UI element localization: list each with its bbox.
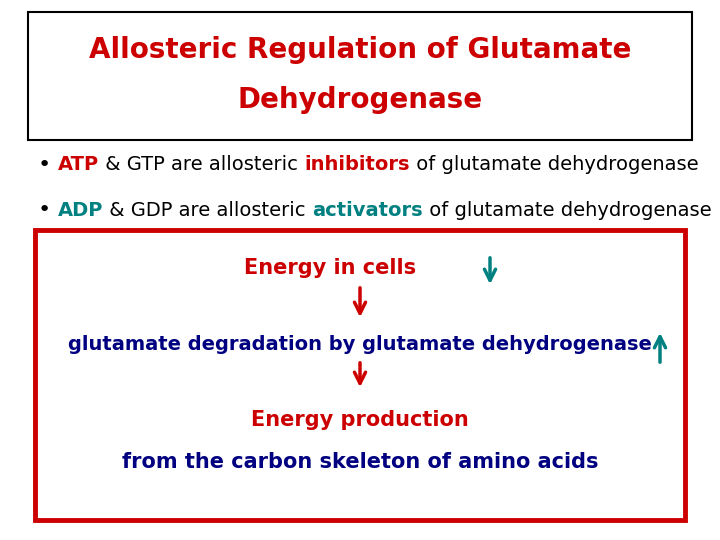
Text: activators: activators [312,200,423,219]
Text: •: • [38,155,51,175]
Text: Allosteric Regulation of Glutamate: Allosteric Regulation of Glutamate [89,36,631,64]
Bar [28,12,692,140]
Text: Energy production: Energy production [251,410,469,430]
Text: & GDP are allosteric: & GDP are allosteric [104,200,312,219]
Text: Energy in cells: Energy in cells [244,258,416,278]
Text: inhibitors: inhibitors [305,156,410,174]
Text: •: • [38,200,51,220]
Text: from the carbon skeleton of amino acids: from the carbon skeleton of amino acids [122,452,598,472]
Text: & GTP are allosteric: & GTP are allosteric [99,156,305,174]
Text: glutamate degradation by glutamate dehydrogenase: glutamate degradation by glutamate dehyd… [68,335,652,354]
Text: of glutamate dehydrogenase: of glutamate dehydrogenase [423,200,711,219]
Text: Dehydrogenase: Dehydrogenase [238,86,482,114]
Text: of glutamate dehydrogenase: of glutamate dehydrogenase [410,156,698,174]
Bar [35,230,685,520]
Text: ATP: ATP [58,156,99,174]
Text: ADP: ADP [58,200,104,219]
